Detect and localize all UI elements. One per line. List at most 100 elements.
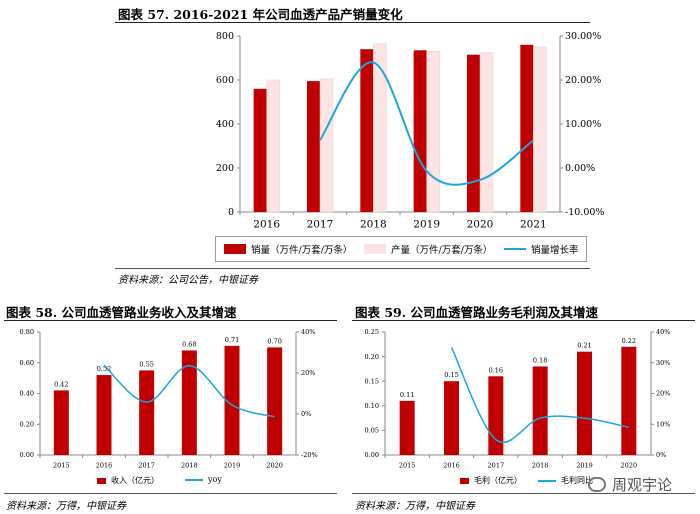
fig57-legend-growth: 销量增长率 (504, 242, 579, 256)
bar (307, 81, 320, 212)
x-tick-label: 2016 (253, 219, 280, 231)
fig57-legend: 销量（万件/万套/万条） 产量（万件/万套/万条） 销量增长率 (215, 236, 587, 262)
x-tick-label: 2019 (576, 462, 593, 470)
x-tick-label: 2017 (488, 462, 505, 470)
y-tick-label: 0.25 (365, 328, 379, 336)
y-tick-label: 0.10 (365, 402, 379, 410)
y-tick-label: 600 (216, 75, 234, 86)
bar (399, 400, 415, 455)
bar (267, 347, 283, 455)
x-tick-label: 2018 (360, 219, 387, 231)
y-tick-label: 0.80 (20, 328, 34, 336)
x-tick-label: 2021 (520, 219, 547, 231)
y-tick-label: 0.00 (20, 451, 34, 459)
bar (577, 351, 592, 455)
y-tick-label: 0 (228, 207, 234, 218)
fig59-source: 资料来源：万得，中银证券 (355, 501, 475, 512)
y2-tick-label: 10% (656, 420, 670, 428)
bar-value-label: 0.68 (182, 340, 196, 348)
wechat-icon (588, 477, 606, 492)
fig59-title: 图表 59. 公司血透管路业务毛利润及其增速 (355, 305, 598, 320)
bar (533, 46, 547, 213)
y2-tick-label: 0% (656, 451, 666, 459)
y2-tick-label: 20% (301, 369, 315, 377)
y-tick-label: 400 (216, 119, 234, 130)
legend-swatch-profit-yoy (538, 479, 556, 482)
bar-value-label: 0.42 (54, 380, 68, 388)
fig59-title-rule (352, 320, 695, 321)
x-tick-label: 2020 (467, 219, 494, 231)
bar-value-label: 0.70 (267, 337, 281, 345)
x-tick-label: 2020 (266, 462, 283, 470)
y2-tick-label: 20.00% (565, 75, 601, 86)
watermark-text: 周观宇论 (612, 476, 673, 494)
bar (319, 78, 334, 213)
x-tick-label: 2017 (307, 219, 334, 231)
y2-tick-label: -10.00% (565, 207, 604, 218)
legend-label: 销量（万件/万套/万条） (251, 245, 353, 256)
x-tick-label: 2018 (532, 462, 549, 470)
bar (181, 350, 197, 455)
bar (253, 88, 267, 212)
bar (479, 52, 494, 213)
legend-swatch-sales (224, 244, 246, 254)
x-tick-label: 2019 (224, 462, 241, 470)
bar (139, 370, 155, 455)
bar-value-label: 0.16 (489, 366, 503, 374)
bar-value-label: 0.71 (225, 336, 239, 344)
y-tick-label: 0.20 (20, 420, 34, 428)
bar-value-label: 0.52 (97, 365, 111, 373)
bar (360, 49, 374, 213)
legend-label: 销量增长率 (531, 245, 579, 256)
y-tick-label: 0.00 (365, 451, 379, 459)
y2-tick-label: 40% (656, 328, 670, 336)
bar (621, 346, 637, 455)
fig57-title: 图表 57. 2016-2021 年公司血透产品产销量变化 (118, 7, 403, 22)
y-tick-label: 800 (216, 31, 234, 42)
legend-label: 产量（万件/万套/万条） (391, 245, 493, 256)
fig58-source-rule (4, 493, 337, 494)
legend-label: 毛利同比 (561, 476, 593, 485)
fig57-legend-production: 产量（万件/万套/万条） (364, 242, 492, 256)
x-tick-label: 2017 (138, 462, 155, 470)
y-tick-label: 0.40 (20, 390, 34, 398)
bar-value-label: 0.11 (400, 391, 414, 399)
fig57-legend-sales: 销量（万件/万套/万条） (224, 242, 352, 256)
legend-swatch-yoy (185, 478, 203, 481)
y2-tick-label: 0.00% (565, 163, 595, 174)
x-tick-label: 2019 (413, 219, 440, 231)
fig58-title: 图表 58. 公司血透管路业务收入及其增速 (6, 305, 237, 320)
y2-tick-label: 30% (656, 359, 670, 367)
legend-swatch-production (364, 244, 386, 254)
y-tick-label: 0.15 (365, 377, 379, 385)
watermark: 周观宇论 (588, 474, 672, 495)
x-tick-label: 2015 (399, 462, 416, 470)
y-tick-label: 0.05 (365, 427, 379, 435)
series-line (319, 61, 534, 186)
fig57-source: 资料来源：公司公告，中银证券 (118, 275, 258, 286)
bar-value-label: 0.15 (444, 371, 458, 379)
x-tick-label: 2015 (53, 462, 70, 470)
fig57-source-rule (115, 268, 590, 269)
bar (426, 51, 440, 213)
legend-swatch-growth (504, 248, 526, 250)
series-line (450, 347, 629, 443)
bar (488, 376, 504, 455)
y2-tick-label: 20% (656, 390, 670, 398)
x-tick-label: 2016 (443, 462, 460, 470)
fig58-source: 资料来源：万得，中银证券 (6, 501, 126, 512)
legend-swatch-revenue (97, 477, 106, 484)
legend-swatch-profit (460, 477, 469, 484)
fig59-legend-profit: 毛利（亿元） (460, 475, 522, 486)
legend-label: 收入（亿元） (111, 476, 159, 485)
fig58-legend-revenue: 收入（亿元） (97, 475, 159, 486)
bar (467, 54, 480, 213)
bar-value-label: 0.18 (533, 356, 547, 364)
fig57-title-rule (115, 22, 590, 23)
bar (444, 381, 459, 455)
bar (96, 375, 112, 455)
bar-value-label: 0.21 (577, 342, 591, 350)
